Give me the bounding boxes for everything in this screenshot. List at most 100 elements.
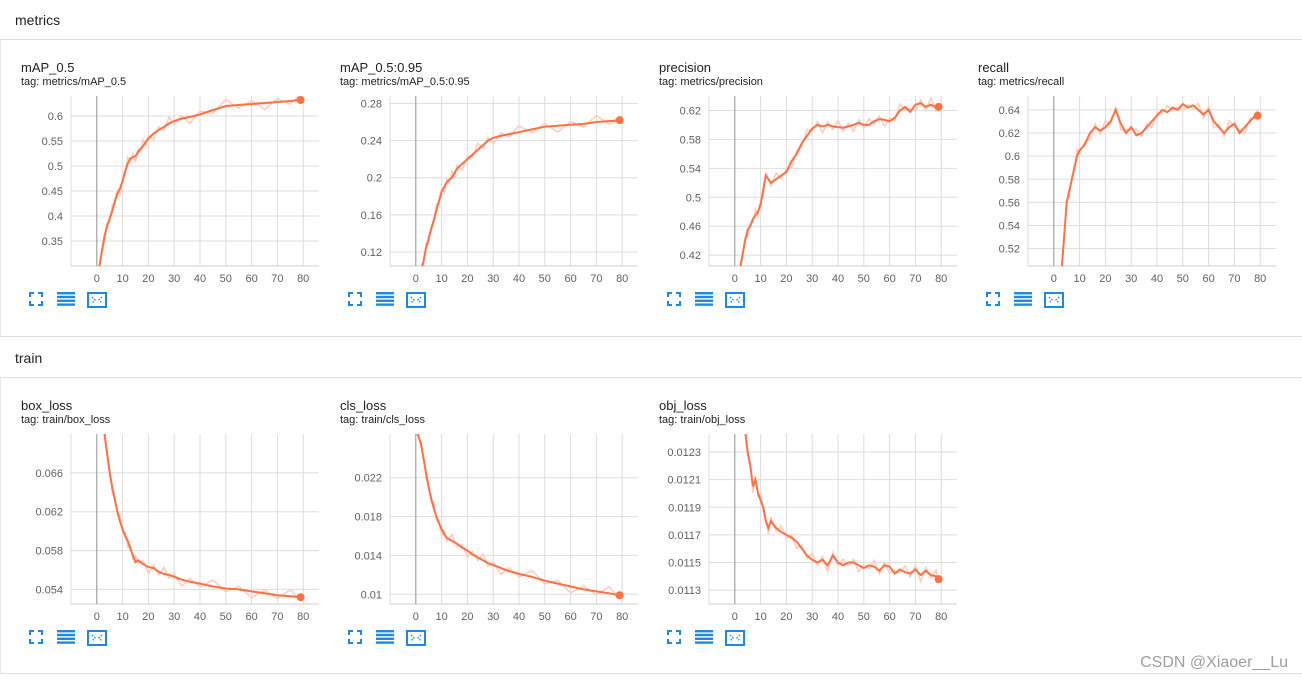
fit-domain-icon[interactable] — [725, 630, 745, 648]
group-header-train[interactable]: train — [0, 338, 1302, 378]
y-tick-label: 0.54 — [680, 163, 701, 175]
raw-series-line — [1060, 102, 1259, 266]
x-tick-label: 70 — [909, 611, 921, 623]
y-tick-label: 0.018 — [354, 512, 382, 524]
x-tick-label: 60 — [883, 611, 895, 623]
y-tick-label: 0.62 — [999, 128, 1020, 140]
fullscreen-icon[interactable] — [29, 630, 47, 648]
x-tick-label: 10 — [435, 611, 447, 623]
y-tick-label: 0.5 — [48, 161, 63, 173]
y-tick-label: 0.58 — [999, 174, 1020, 186]
card-title: cls_loss — [340, 398, 387, 413]
card-tag: tag: metrics/recall — [978, 76, 1065, 88]
toggle-y-axis-log-icon[interactable] — [57, 292, 75, 310]
fullscreen-icon[interactable] — [667, 292, 685, 310]
line-chart: 0 10 20 30 40 50 60 70 80 0.35 0.4 0.45 0.5 0.55 0.6 — [42, 96, 319, 285]
y-tick-label: 0.52 — [999, 244, 1020, 256]
line-chart: 0 10 20 30 40 50 60 70 80 0.42 0.46 0.5 0.54 0.58 0.62 — [680, 96, 957, 285]
x-tick-label: 20 — [142, 273, 154, 285]
y-tick-label: 0.0113 — [668, 585, 701, 597]
x-tick-label: 30 — [806, 273, 818, 285]
y-tick-label: 0.0119 — [668, 502, 701, 514]
fit-domain-icon[interactable] — [406, 292, 426, 310]
fullscreen-icon[interactable] — [348, 630, 366, 648]
x-tick-label: 10 — [116, 273, 128, 285]
x-tick-label: 20 — [780, 273, 792, 285]
fit-domain-icon[interactable] — [1044, 292, 1064, 310]
y-tick-label: 0.46 — [680, 221, 701, 233]
fit-domain-icon[interactable] — [87, 630, 107, 648]
y-tick-label: 0.058 — [35, 546, 63, 558]
x-tick-label: 70 — [271, 273, 283, 285]
card-tag: tag: metrics/precision — [659, 76, 763, 88]
toggle-y-axis-log-icon[interactable] — [57, 630, 75, 648]
y-tick-label: 0.022 — [354, 473, 382, 485]
x-tick-label: 30 — [487, 273, 499, 285]
last-point-marker — [1253, 111, 1262, 120]
toggle-y-axis-log-icon[interactable] — [695, 630, 713, 648]
x-tick-label: 70 — [590, 273, 602, 285]
x-tick-label: 0 — [94, 273, 100, 285]
chart-card-box-loss: box_loss tag: train/box_loss 0 10 20 30 40 50… — [1, 378, 319, 648]
card-tag: tag: metrics/mAP_0.5:0.95 — [340, 76, 470, 88]
y-tick-label: 0.12 — [361, 247, 382, 259]
series-line — [1060, 102, 1258, 266]
fullscreen-icon[interactable] — [348, 292, 366, 310]
x-tick-label: 40 — [1151, 273, 1163, 285]
x-tick-label: 20 — [142, 611, 154, 623]
y-tick-label: 0.5 — [686, 192, 701, 204]
x-tick-label: 10 — [754, 273, 766, 285]
toggle-y-axis-log-icon[interactable] — [1014, 292, 1032, 310]
x-tick-label: 50 — [1177, 273, 1189, 285]
chart-card-obj-loss: obj_loss tag: train/obj_loss 0 10 20 30 40 50… — [639, 378, 957, 648]
x-tick-label: 80 — [1254, 273, 1266, 285]
toggle-y-axis-log-icon[interactable] — [376, 292, 394, 310]
y-tick-label: 0.0117 — [668, 530, 701, 542]
x-tick-label: 80 — [935, 611, 947, 623]
fullscreen-icon[interactable] — [29, 292, 47, 310]
raw-series-line — [104, 434, 302, 601]
watermark: CSDN @Xiaoer__Lu — [1140, 654, 1288, 671]
y-tick-label: 0.28 — [361, 98, 382, 110]
x-tick-label: 50 — [220, 611, 232, 623]
x-tick-label: 40 — [832, 273, 844, 285]
x-tick-label: 60 — [245, 611, 257, 623]
fullscreen-icon[interactable] — [986, 292, 1004, 310]
y-tick-label: 0.54 — [999, 221, 1020, 233]
x-tick-label: 50 — [858, 273, 870, 285]
card-tag: tag: train/box_loss — [21, 414, 111, 426]
card-tag: tag: train/obj_loss — [659, 414, 746, 426]
x-tick-label: 80 — [297, 273, 309, 285]
x-tick-label: 50 — [858, 611, 870, 623]
group-header-metrics[interactable]: metrics — [0, 0, 1302, 40]
x-tick-label: 60 — [564, 611, 576, 623]
raw-series-line — [420, 114, 621, 266]
last-point-marker — [615, 116, 624, 125]
fit-domain-icon[interactable] — [406, 630, 426, 648]
x-tick-label: 0 — [94, 611, 100, 623]
group-body-metrics: mAP_0.5 tag: metrics/mAP_0.5 0 10 20 30 40 50… — [0, 40, 1302, 337]
last-point-marker — [296, 593, 305, 602]
card-title: mAP_0.5:0.95 — [340, 60, 423, 75]
x-tick-label: 10 — [1073, 273, 1085, 285]
x-tick-label: 40 — [513, 273, 525, 285]
y-tick-label: 0.6 — [1005, 151, 1020, 163]
y-tick-label: 0.16 — [361, 210, 382, 222]
fullscreen-icon[interactable] — [667, 630, 685, 648]
x-tick-label: 30 — [806, 611, 818, 623]
x-tick-label: 80 — [935, 273, 947, 285]
x-tick-label: 70 — [271, 611, 283, 623]
y-tick-label: 0.0121 — [667, 475, 701, 487]
group-body-train: box_loss tag: train/box_loss 0 10 20 30 40 50… — [0, 378, 1302, 674]
toggle-y-axis-log-icon[interactable] — [695, 292, 713, 310]
fit-domain-icon[interactable] — [725, 292, 745, 310]
series-line — [103, 434, 301, 599]
x-tick-label: 0 — [1051, 273, 1057, 285]
last-point-marker — [934, 102, 943, 111]
toggle-y-axis-log-icon[interactable] — [376, 630, 394, 648]
y-tick-label: 0.58 — [680, 134, 701, 146]
chart-card-cls-loss: cls_loss tag: train/cls_loss 0 10 20 30 40 50… — [320, 378, 638, 648]
fit-domain-icon[interactable] — [87, 292, 107, 310]
x-tick-label: 70 — [909, 273, 921, 285]
line-chart: 0 10 20 30 40 50 60 70 80 0.01 0.014 0.018 0.022 — [354, 434, 638, 623]
